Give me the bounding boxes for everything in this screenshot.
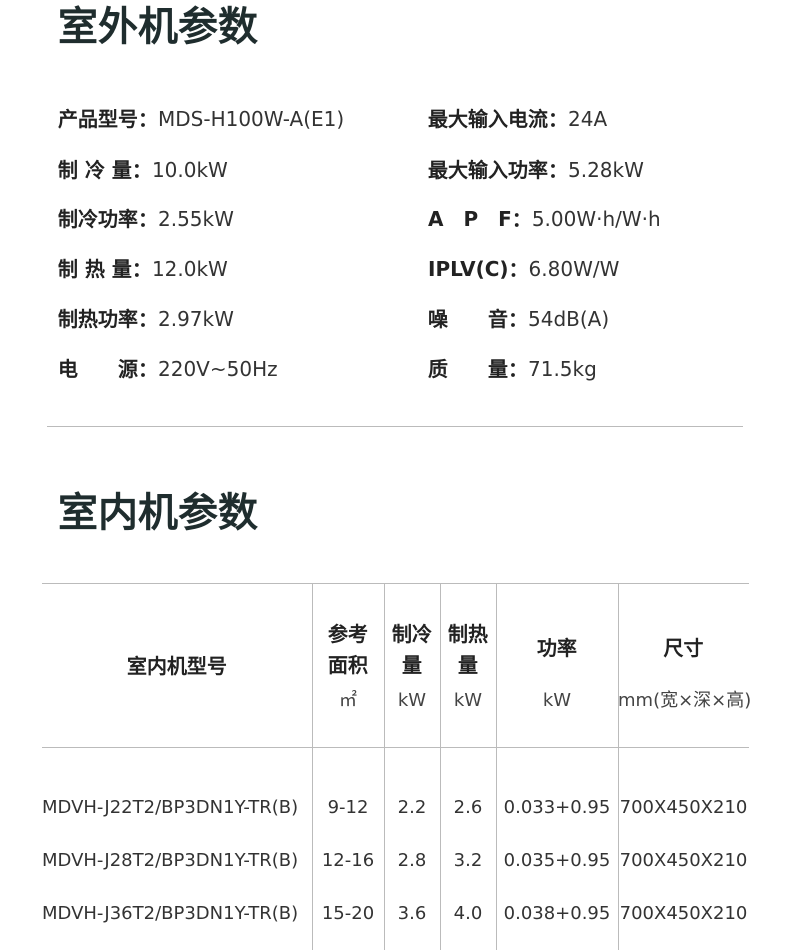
header-name: 制热量: [448, 622, 488, 677]
spec-label: 制冷功率：: [58, 207, 158, 231]
spec-label: A P F：: [428, 207, 532, 231]
spec-label: 产品型号：: [58, 107, 158, 131]
spec-value: 5.28kW: [568, 158, 644, 182]
header-cell: 制冷量: [384, 619, 440, 681]
column-rule: [312, 583, 313, 950]
table-cell: 3.2: [453, 850, 483, 871]
spec-item: IPLV(C)：6.80W/W: [428, 254, 619, 284]
section-title: 室内机参数: [58, 490, 258, 536]
table-cell: 9-12: [327, 797, 369, 818]
column-rule: [618, 583, 619, 950]
table-cell: 0.035+0.95: [503, 850, 611, 871]
table-cell: 12-16: [321, 850, 375, 871]
spec-label: 最大输入电流：: [428, 107, 568, 131]
spec-item: A P F：5.00W·h/W·h: [428, 204, 661, 234]
spec-label: 电 源：: [58, 357, 158, 381]
spec-value: 2.97kW: [158, 307, 234, 331]
table-rule: [42, 583, 749, 584]
header-unit: kW: [397, 690, 427, 711]
spec-item: 最大输入功率：5.28kW: [428, 155, 644, 185]
spec-value: 24A: [568, 107, 608, 131]
column-rule: [384, 583, 385, 950]
header-unit: kW: [453, 690, 483, 711]
header-cell: 尺寸: [618, 633, 749, 664]
table-cell: 0.033+0.95: [503, 797, 611, 818]
table-cell: 700X450X210: [619, 797, 748, 818]
header-unit: mm(宽×深×高): [618, 690, 752, 711]
table-cell: 700X450X210: [619, 850, 748, 871]
section-title: 室外机参数: [58, 4, 258, 50]
spec-item: 电 源：220V~50Hz: [58, 354, 278, 384]
header-cell: 功率: [496, 633, 618, 664]
spec-label: 质 量：: [428, 357, 528, 381]
spec-item: 最大输入电流：24A: [428, 104, 607, 134]
table-cell: 4.0: [453, 903, 483, 924]
header-cell: 制热量: [440, 619, 496, 681]
column-rule: [496, 583, 497, 950]
table-cell: MDVH-J36T2/BP3DN1Y-TR(B): [42, 903, 299, 924]
spec-value: 54dB(A): [528, 307, 610, 331]
table-cell: MDVH-J28T2/BP3DN1Y-TR(B): [42, 850, 299, 871]
spec-value: 6.80W/W: [528, 257, 620, 281]
table-cell: 700X450X210: [619, 903, 748, 924]
header-unit: kW: [542, 690, 572, 711]
spec-value: 12.0kW: [151, 257, 228, 281]
spec-label: 噪 音：: [428, 307, 528, 331]
spec-item: 制 冷 量：10.0kW: [58, 155, 228, 185]
table-cell: 3.6: [397, 903, 427, 924]
spec-label: IPLV(C)：: [428, 257, 529, 281]
spec-value: MDS-H100W-A(E1): [158, 107, 345, 131]
spec-item: 质 量：71.5kg: [428, 354, 597, 384]
column-rule: [440, 583, 441, 950]
header-cell: 室内机型号: [42, 651, 312, 682]
spec-value: 220V~50Hz: [158, 357, 278, 381]
divider: [47, 426, 743, 427]
spec-label: 最大输入功率：: [428, 158, 568, 182]
table-cell: MDVH-J22T2/BP3DN1Y-TR(B): [42, 797, 299, 818]
header-name: 制冷量: [392, 622, 432, 677]
spec-label: 制 冷 量：: [58, 158, 152, 182]
spec-item: 制冷功率：2.55kW: [58, 204, 234, 234]
spec-label: 制 热 量：: [58, 257, 152, 281]
spec-value: 10.0kW: [151, 158, 228, 182]
spec-value: 5.00W·h/W·h: [531, 207, 661, 231]
header-unit: ㎡: [339, 690, 357, 711]
spec-item: 制 热 量：12.0kW: [58, 254, 228, 284]
header-cell: 参考面积: [312, 619, 384, 681]
spec-item: 制热功率：2.97kW: [58, 304, 234, 334]
spec-item: 噪 音：54dB(A): [428, 304, 609, 334]
table-cell: 0.038+0.95: [503, 903, 611, 924]
table-cell: 2.2: [397, 797, 427, 818]
spec-label: 制热功率：: [58, 307, 158, 331]
spec-value: 2.55kW: [158, 207, 234, 231]
header-name: 尺寸: [663, 636, 704, 660]
table-rule: [42, 747, 749, 748]
spec-value: 71.5kg: [528, 357, 597, 381]
header-name: 功率: [537, 636, 577, 660]
header-name: 室内机型号: [127, 654, 227, 678]
table-cell: 15-20: [321, 903, 375, 924]
header-name: 参考面积: [328, 622, 368, 677]
table-cell: 2.6: [453, 797, 483, 818]
table-cell: 2.8: [397, 850, 427, 871]
spec-item: 产品型号：MDS-H100W-A(E1): [58, 104, 344, 134]
